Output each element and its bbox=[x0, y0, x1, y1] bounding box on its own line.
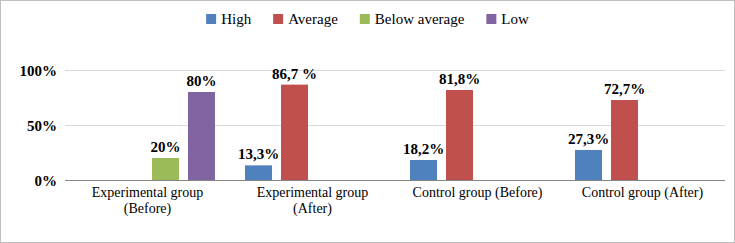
legend-item: Average bbox=[273, 11, 338, 27]
grid bbox=[65, 71, 725, 181]
legend-swatch bbox=[206, 14, 216, 24]
bars bbox=[152, 85, 638, 180]
x-tick-label: Control group (Before) bbox=[413, 185, 543, 201]
data-label: 27,3% bbox=[568, 131, 609, 147]
data-label: 13,3% bbox=[238, 146, 279, 162]
data-labels: 13,3% 18,2% 27,3% 86,7 % 81,8% 72,7% 20% 80% bbox=[151, 66, 646, 163]
bar bbox=[410, 160, 437, 180]
x-tick-label: Experimental group(Before) bbox=[92, 185, 204, 217]
x-tick-label: Control group (After) bbox=[582, 185, 704, 201]
y-tick-label: 100% bbox=[20, 63, 58, 79]
data-label: 80% bbox=[187, 73, 217, 89]
bar bbox=[446, 90, 473, 180]
legend-label: Average bbox=[288, 11, 338, 27]
legend-label: Low bbox=[501, 11, 529, 27]
bar bbox=[245, 165, 272, 180]
legend-item: High bbox=[206, 11, 252, 27]
y-tick-label: 0% bbox=[35, 173, 58, 189]
y-tick-label: 50% bbox=[27, 118, 57, 134]
legend-swatch bbox=[273, 14, 283, 24]
legend: High Average Below average Low bbox=[206, 11, 529, 27]
x-tick-label-line: (Before) bbox=[124, 201, 172, 217]
legend-item: Below average bbox=[360, 11, 465, 27]
data-label: 81,8% bbox=[439, 71, 480, 87]
bar bbox=[281, 85, 308, 180]
x-tick-label-line: (After) bbox=[293, 201, 332, 217]
data-label: 18,2% bbox=[403, 141, 444, 157]
grid-line bbox=[65, 180, 725, 181]
x-tick-label: Experimental group(After) bbox=[257, 185, 369, 217]
chart-frame bbox=[1, 1, 735, 243]
legend-swatch bbox=[486, 14, 496, 24]
bar bbox=[575, 150, 602, 180]
legend-label: High bbox=[221, 11, 252, 27]
legend-item: Low bbox=[486, 11, 529, 27]
data-label: 72,7% bbox=[604, 81, 645, 97]
data-label: 20% bbox=[151, 139, 181, 155]
legend-swatch bbox=[360, 14, 370, 24]
grid-line bbox=[65, 70, 725, 71]
bar bbox=[611, 100, 638, 180]
chart: 0% 50% 100% 13,3% 18,2% 27,3% 86,7 % 81,8% 72,7%… bbox=[0, 0, 735, 243]
bar bbox=[152, 158, 179, 180]
x-tick-label-line: Experimental group bbox=[92, 185, 204, 200]
bar bbox=[188, 92, 215, 180]
x-tick-label-line: Experimental group bbox=[257, 185, 369, 200]
legend-label: Below average bbox=[375, 11, 465, 27]
data-label: 86,7 % bbox=[272, 66, 317, 82]
